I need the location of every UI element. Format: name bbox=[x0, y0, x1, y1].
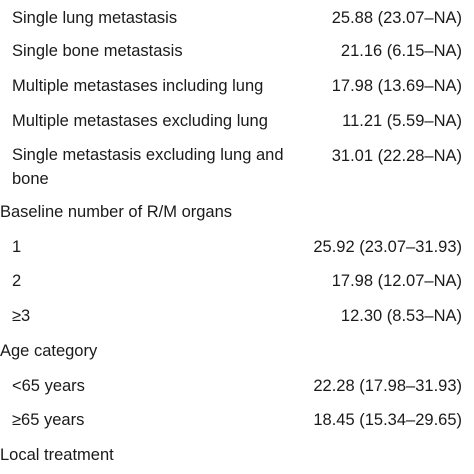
section-header-label: Baseline number of R/M organs bbox=[0, 203, 233, 221]
table-row: ≥3 12.30 (8.53–NA) bbox=[0, 298, 474, 335]
row-value: 11.21 (5.59–NA) bbox=[342, 112, 462, 130]
row-value: 18.45 (15.34–29.65) bbox=[313, 411, 462, 429]
row-label: Single lung metastasis bbox=[12, 9, 178, 27]
table-row: Multiple metastases excluding lung 11.21… bbox=[0, 103, 474, 140]
row-value: 21.16 (6.15–NA) bbox=[340, 42, 462, 60]
table-row: 2 17.98 (12.07–NA) bbox=[0, 263, 474, 300]
row-label: Single bone metastasis bbox=[12, 42, 183, 60]
row-label: Multiple metastases including lung bbox=[12, 77, 264, 95]
row-label: ≥65 years bbox=[12, 411, 85, 429]
table-row: Single lung metastasis 25.88 (23.07–NA) bbox=[0, 0, 474, 37]
section-header-label: Local treatment bbox=[0, 446, 114, 464]
row-value: 22.28 (17.98–31.93) bbox=[313, 377, 462, 395]
row-label: 2 bbox=[12, 272, 22, 290]
row-value: 12.30 (8.53–NA) bbox=[340, 307, 462, 325]
row-value: 17.98 (12.07–NA) bbox=[331, 272, 462, 290]
table-row-section-header: Local treatment bbox=[0, 437, 474, 474]
table-row: Single metastasis excluding lung and bon… bbox=[0, 138, 474, 198]
table-row: ≥65 years 18.45 (15.34–29.65) bbox=[0, 402, 474, 439]
row-label: Single metastasis excluding lung and bon… bbox=[12, 146, 284, 188]
row-label: <65 years bbox=[12, 377, 85, 395]
table-row-section-header: Age category bbox=[0, 333, 474, 370]
row-value: 25.88 (23.07–NA) bbox=[331, 9, 462, 27]
row-value: 31.01 (22.28–NA) bbox=[331, 147, 462, 165]
table-row: Single bone metastasis 21.16 (6.15–NA) bbox=[0, 33, 474, 70]
table-row-section-header: Baseline number of R/M organs bbox=[0, 194, 474, 231]
table-row: 1 25.92 (23.07–31.93) bbox=[0, 229, 474, 266]
section-header-label: Age category bbox=[0, 342, 98, 360]
table-row: Multiple metastases including lung 17.98… bbox=[0, 68, 474, 105]
row-value: 17.98 (13.69–NA) bbox=[331, 77, 462, 95]
row-value: 25.92 (23.07–31.93) bbox=[313, 238, 462, 256]
row-label: 1 bbox=[12, 238, 22, 256]
table-row: <65 years 22.28 (17.98–31.93) bbox=[0, 368, 474, 405]
row-label: Multiple metastases excluding lung bbox=[12, 112, 268, 130]
row-label: ≥3 bbox=[12, 307, 31, 325]
